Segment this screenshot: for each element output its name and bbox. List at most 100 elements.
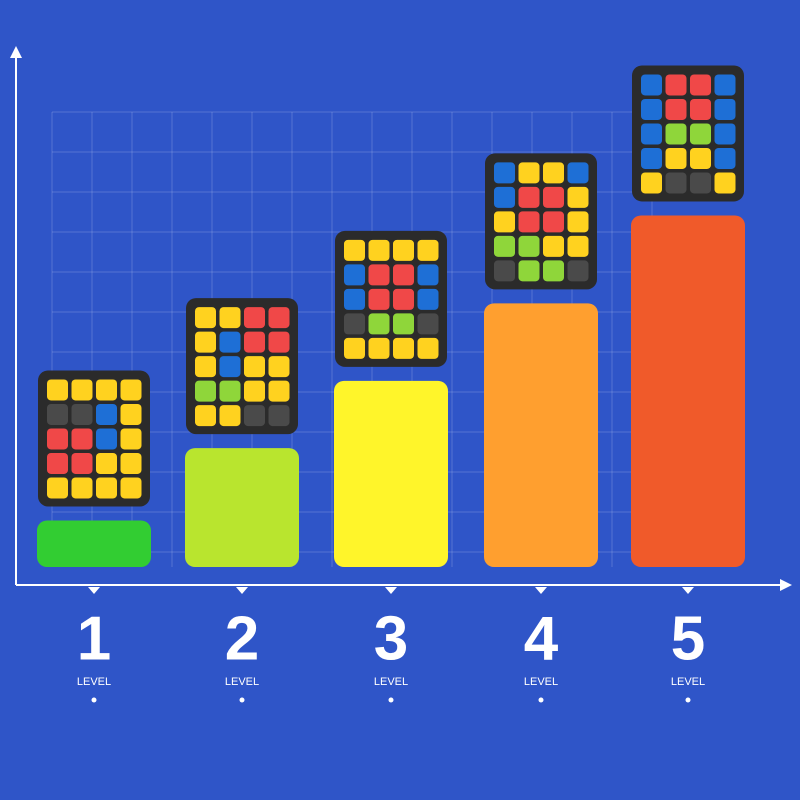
puzzle-cell (494, 211, 515, 233)
level-label: LEVEL (374, 676, 408, 688)
puzzle-cell (219, 405, 241, 427)
puzzle-cell (543, 260, 564, 282)
x-tick (88, 587, 100, 594)
x-tick-label: 3 (374, 604, 408, 673)
puzzle-cell (714, 98, 736, 120)
puzzle-cell (120, 403, 142, 425)
puzzle-cell (368, 313, 390, 335)
puzzle-cell (47, 452, 68, 474)
puzzle-cell (96, 403, 117, 425)
puzzle-cell (543, 186, 564, 208)
puzzle-cell (96, 379, 117, 401)
puzzle-cell (417, 264, 439, 286)
puzzle-cell (518, 186, 540, 208)
puzzle-cell (47, 477, 68, 499)
x-tick (236, 587, 248, 594)
puzzle-cell (665, 172, 687, 194)
level-label: LEVEL (225, 676, 259, 688)
puzzle-cell (518, 260, 540, 282)
puzzle-cell (665, 123, 687, 145)
puzzle-cell (543, 211, 564, 233)
puzzle-cell (71, 379, 93, 401)
puzzle-cell (518, 211, 540, 233)
puzzle-cell (393, 337, 414, 359)
puzzle-cell (567, 162, 589, 184)
puzzle-cell (641, 147, 662, 169)
puzzle-cell (219, 307, 241, 329)
puzzle-cell (494, 235, 515, 257)
level-label: LEVEL (671, 676, 705, 688)
y-axis-arrow (10, 46, 22, 58)
puzzle-cell (714, 123, 736, 145)
puzzle-cell (368, 288, 390, 310)
puzzle-cell (195, 356, 216, 378)
puzzle-cell (714, 74, 736, 96)
puzzle-cell (494, 186, 515, 208)
bar (334, 380, 448, 567)
puzzle-cell (393, 288, 414, 310)
puzzle-cell (714, 147, 736, 169)
x-tick (682, 587, 694, 594)
dot (91, 697, 97, 703)
puzzle-cell (71, 477, 93, 499)
puzzle-cell (344, 288, 365, 310)
puzzle-cell (120, 379, 142, 401)
puzzle-cell (71, 403, 93, 425)
puzzle-cell (417, 239, 439, 261)
puzzle-cell (344, 239, 365, 261)
puzzle-icon (632, 65, 744, 202)
puzzle-cell (543, 162, 564, 184)
puzzle-icon (38, 370, 150, 507)
puzzle-cell (567, 211, 589, 233)
puzzle-cell (219, 380, 241, 402)
puzzle-cell (665, 147, 687, 169)
x-tick-label: 2 (225, 604, 259, 673)
puzzle-icon (186, 298, 298, 435)
puzzle-cell (567, 235, 589, 257)
puzzle-cell (195, 331, 216, 353)
puzzle-cell (244, 307, 265, 329)
puzzle-cell (641, 123, 662, 145)
puzzle-cell (268, 307, 290, 329)
puzzle-cell (244, 380, 265, 402)
puzzle-cell (567, 186, 589, 208)
puzzle-cell (393, 239, 414, 261)
puzzle-cell (96, 452, 117, 474)
puzzle-cell (368, 264, 390, 286)
dot (239, 697, 245, 703)
dot (538, 697, 544, 703)
puzzle-cell (219, 356, 241, 378)
puzzle-cell (120, 428, 142, 450)
puzzle-cell (268, 405, 290, 427)
puzzle-cell (120, 477, 142, 499)
puzzle-cell (518, 235, 540, 257)
puzzle-cell (268, 356, 290, 378)
level-label: LEVEL (77, 676, 111, 688)
puzzle-cell (417, 337, 439, 359)
puzzle-cell (244, 356, 265, 378)
puzzle-cell (368, 337, 390, 359)
puzzle-cell (244, 331, 265, 353)
puzzle-cell (219, 331, 241, 353)
puzzle-cell (393, 313, 414, 335)
x-tick-label: 5 (671, 604, 705, 673)
x-tick-label: 1 (77, 604, 111, 673)
dot (685, 697, 691, 703)
puzzle-cell (96, 428, 117, 450)
puzzle-cell (714, 172, 736, 194)
puzzle-cell (518, 162, 540, 184)
puzzle-cell (690, 147, 711, 169)
puzzle-cell (195, 307, 216, 329)
puzzle-cell (417, 313, 439, 335)
puzzle-cell (543, 235, 564, 257)
puzzle-cell (494, 162, 515, 184)
dot (388, 697, 394, 703)
puzzle-cell (268, 380, 290, 402)
puzzle-cell (368, 239, 390, 261)
puzzle-cell (641, 74, 662, 96)
x-tick (385, 587, 397, 594)
puzzle-cell (96, 477, 117, 499)
puzzle-cell (344, 264, 365, 286)
